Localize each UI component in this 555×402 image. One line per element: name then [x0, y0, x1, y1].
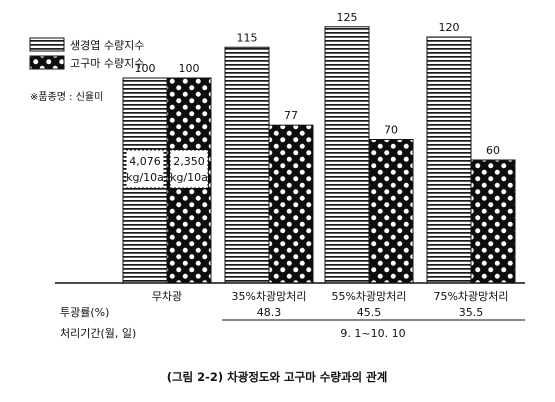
baseline-yield-unit: kg/10a [170, 171, 208, 184]
transmittance-label: 투광률(%) [60, 306, 109, 319]
data-label: 115 [237, 31, 258, 44]
legend: 생경엽 수량지수 고구마 수량지수 [30, 38, 144, 70]
variety-note: ※품종명 : 신율미 [30, 91, 103, 103]
baseline-yield-value: 2,350 [173, 155, 205, 168]
transmittance-value: 45.5 [357, 306, 382, 319]
category-labels: 무차광 35%차광망처리 55%차광망처리 75%차광망처리 [152, 290, 509, 303]
bar-leaves [427, 37, 471, 283]
data-label: 120 [439, 21, 460, 34]
category-label: 무차광 [152, 290, 182, 303]
data-label: 100 [135, 62, 156, 75]
legend-label-sweetpotato: 고구마 수량지수 [70, 57, 144, 70]
data-label: 77 [284, 109, 298, 122]
baseline-yield-unit: kg/10a [126, 171, 164, 184]
data-label: 70 [384, 124, 398, 137]
period-label: 처리기간(월, 일) [60, 326, 136, 340]
legend-label-leaves: 생경엽 수량지수 [70, 39, 144, 52]
category-label: 75%차광망처리 [433, 290, 508, 303]
bar-leaves [325, 27, 369, 283]
transmittance-value: 48.3 [257, 306, 282, 319]
legend-item-yield-index-leaves: 생경엽 수량지수 [30, 38, 144, 52]
data-label: 100 [179, 62, 200, 75]
category-label: 35%차광망처리 [231, 290, 306, 303]
bar-sweetpotato [269, 125, 313, 283]
legend-item-yield-index-sweetpotato: 고구마 수량지수 [30, 56, 144, 70]
legend-swatch-lines [30, 38, 64, 51]
data-label: 60 [486, 144, 500, 157]
figure-caption: (그림 2-2) 차광정도와 고구마 수량과의 관계 [167, 370, 388, 384]
transmittance-values: 48.3 45.5 35.5 [257, 306, 484, 319]
baseline-yield-value: 4,076 [129, 155, 161, 168]
bar-leaves [225, 47, 269, 283]
period-value: 9. 1~10. 10 [340, 327, 405, 340]
bar-sweetpotato [471, 160, 515, 283]
category-label: 55%차광망처리 [331, 290, 406, 303]
bar-sweetpotato [369, 140, 413, 284]
transmittance-value: 35.5 [459, 306, 484, 319]
data-label: 125 [337, 11, 358, 24]
baseline-yield-box-sweetpotato: 2,350 kg/10a [170, 150, 208, 188]
legend-swatch-dots [30, 56, 64, 69]
baseline-yield-box-leaves: 4,076 kg/10a [126, 150, 164, 188]
